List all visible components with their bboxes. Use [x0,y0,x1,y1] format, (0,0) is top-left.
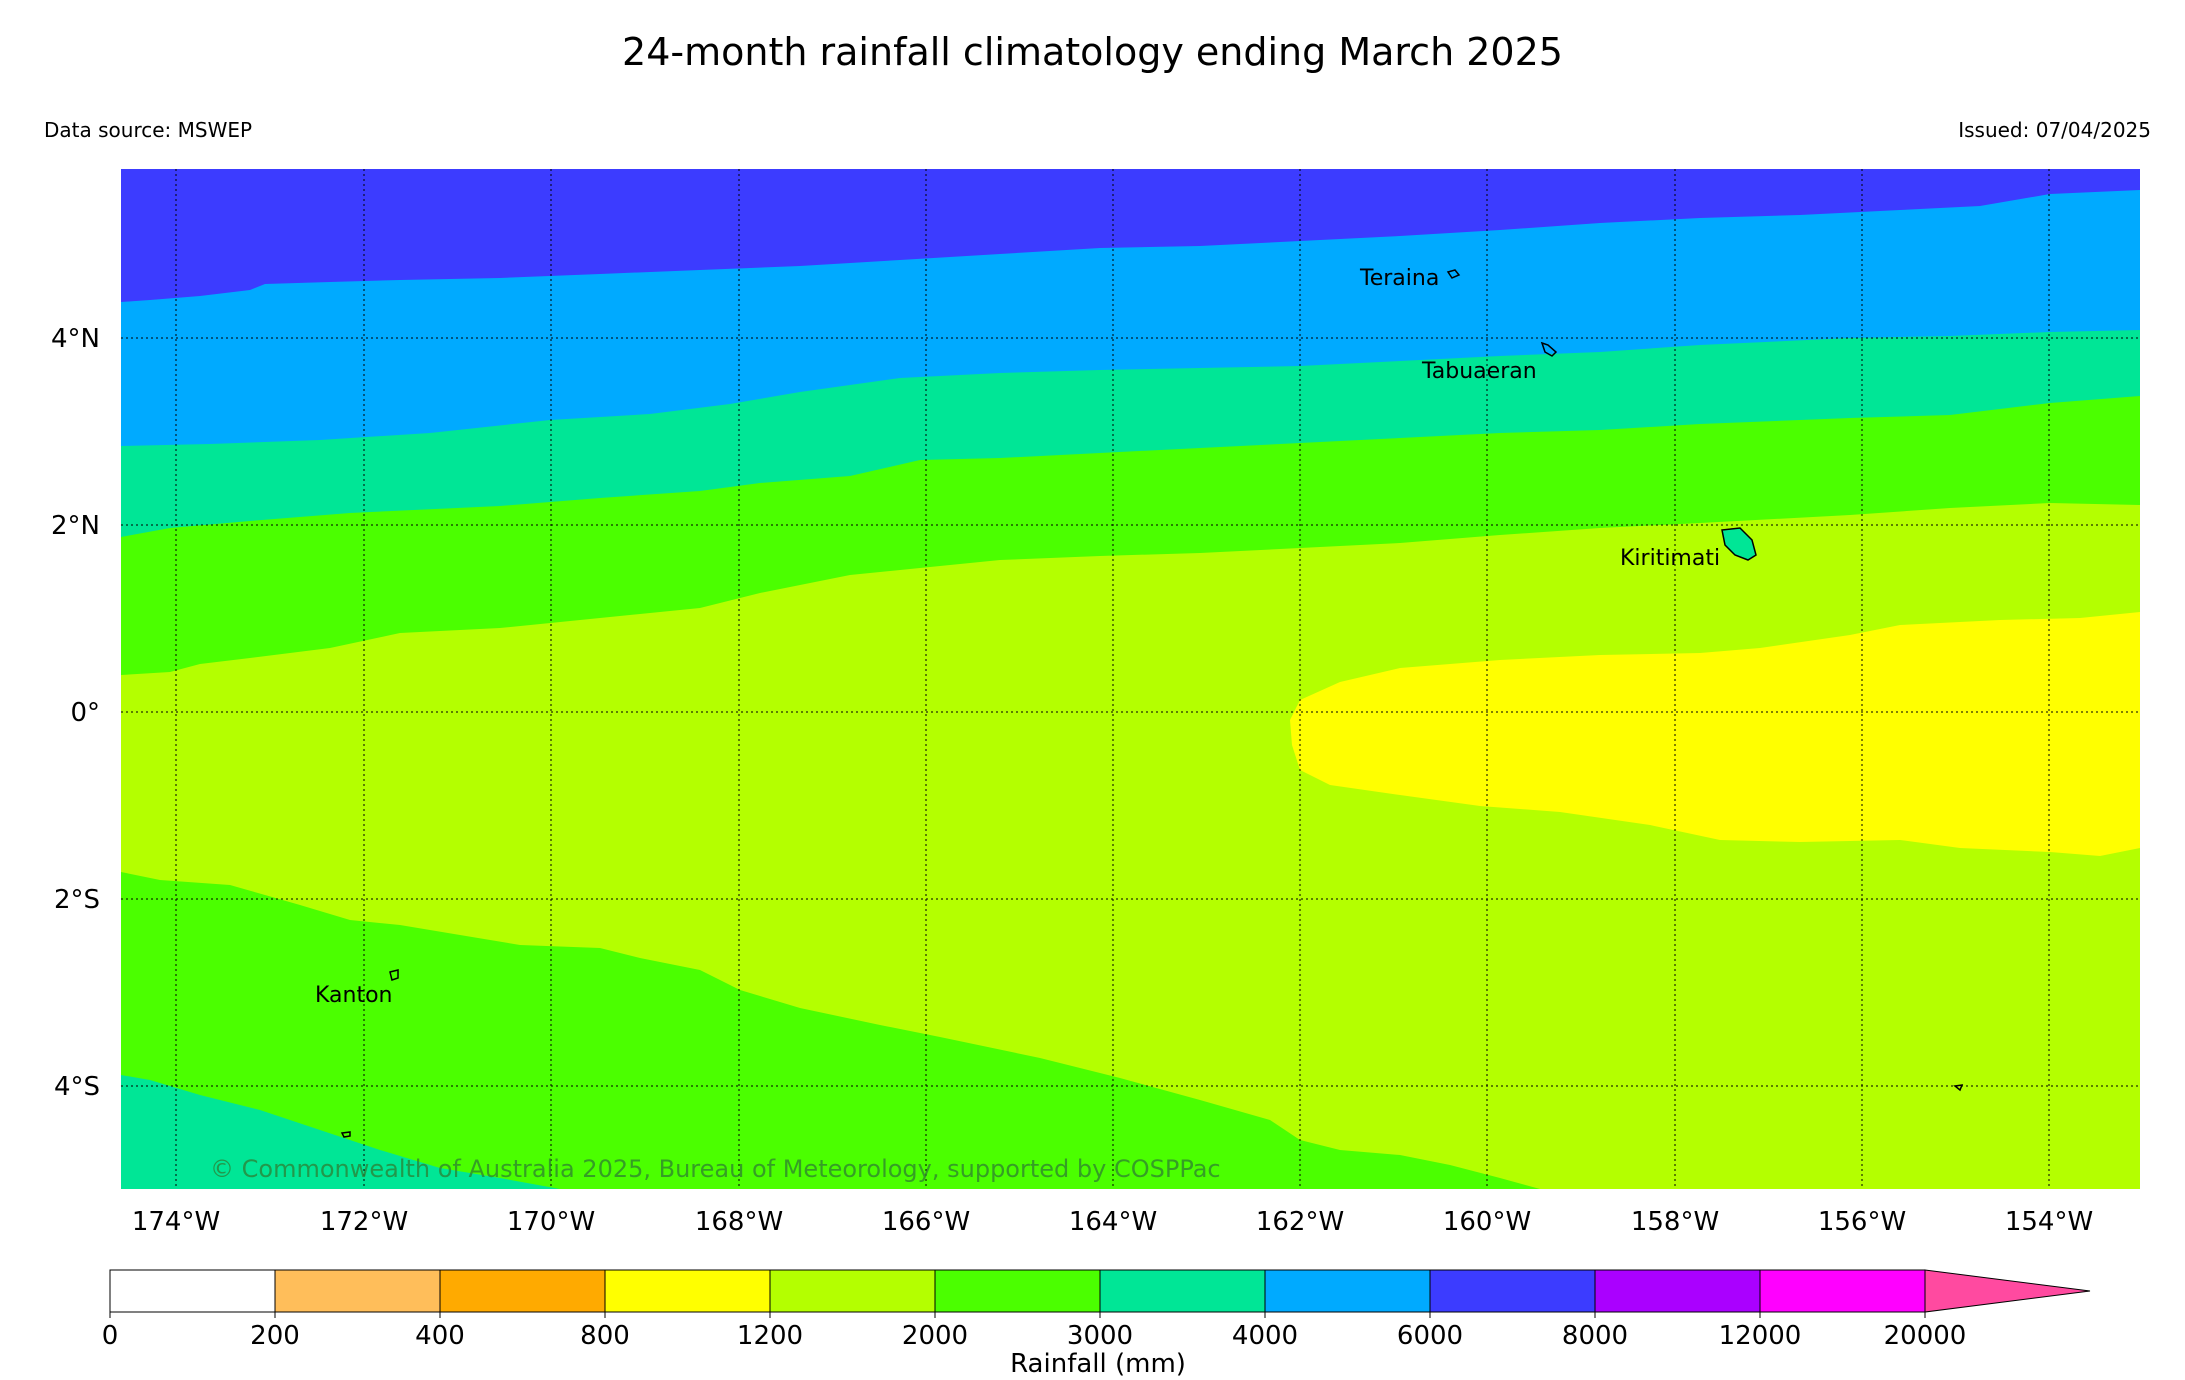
colorbar-segment [274,1269,441,1313]
band-800-1200 [1290,612,2140,856]
colorbar-tick-label: 3000 [1067,1321,1133,1351]
map-gridlines [121,169,2140,1189]
lon-tick-label: 174°W [132,1207,220,1237]
islet-outline-2 [1953,1084,1964,1092]
tabuaeran-island-outline [1540,341,1558,357]
colorbar-segment [109,1269,276,1313]
colorbar-segment [1759,1269,1926,1313]
lat-tick-label: 2°S [54,885,100,915]
lon-tick-label: 162°W [1256,1207,1344,1237]
colorbar-label: Rainfall (mm) [1010,1349,1186,1379]
colorbar-tick-label: 4000 [1232,1321,1298,1351]
colorbar-segment [604,1269,771,1313]
place-label-kanton: Kanton [315,983,393,1008]
copyright-notice: © Commonwealth of Australia 2025, Bureau… [210,1155,1221,1183]
lat-tick-label: 4°S [54,1072,100,1102]
islet-outline-1 [340,1131,351,1138]
colorbar-segment [934,1269,1101,1313]
colorbar-segment [1594,1269,1761,1313]
kiritimati-island-outline [1721,527,1757,561]
band-3000-4000-south [121,1075,560,1189]
lon-tick-label: 168°W [695,1207,783,1237]
colorbar-tick-label: 800 [580,1321,630,1351]
colorbar-tick-label: 0 [102,1321,119,1351]
colorbar-tick-labels: 0 200 400 800 1200 2000 3000 4000 6000 8000 12000 2… [102,1321,1967,1351]
data-source-label: Data source: MSWEP [44,118,253,142]
lon-tick-label: 158°W [1631,1207,1719,1237]
longitude-tick-labels: 174°W 172°W 170°W 168°W 166°W 164°W 162°… [132,1207,2093,1237]
colorbar-tick-label: 8000 [1562,1321,1628,1351]
colorbar-segment [1264,1269,1431,1313]
colorbar-segment [1099,1269,1266,1313]
colorbar-segment [1429,1269,1596,1313]
lon-tick-label: 156°W [1818,1207,1906,1237]
colorbar-segment [769,1269,936,1313]
lon-tick-label: 166°W [882,1207,970,1237]
latitude-tick-labels: 4°N 2°N 0° 2°S 4°S [51,324,100,1102]
lat-tick-label: 4°N [51,324,100,354]
lat-tick-label: 2°N [51,511,100,541]
colorbar-tick-label: 1200 [737,1321,803,1351]
lon-tick-label: 154°W [2005,1207,2093,1237]
lon-tick-label: 172°W [320,1207,408,1237]
rainfall-colorbar [109,1269,2091,1318]
issued-date-label: Issued: 07/04/2025 [1958,118,2151,142]
band-6000-8000 [121,169,2140,302]
teraina-island-outline [1446,269,1461,279]
map-title: 24-month rainfall climatology ending Mar… [622,30,1563,74]
place-label-teraina: Teraina [1359,266,1439,291]
colorbar-tick-label: 2000 [902,1321,968,1351]
place-label-kiritimati: Kiritimati [1620,546,1720,571]
island-outlines [340,269,1964,1138]
colorbar-tick-label: 20000 [1884,1321,1967,1351]
colorbar-tick-label: 200 [250,1321,300,1351]
rainfall-contour-field [121,169,2140,1189]
kanton-island-outline [389,969,399,981]
place-label-tabuaeran: Tabuaeran [1421,359,1537,384]
colorbar-tick-label: 12000 [1719,1321,1802,1351]
colorbar-tick-label: 400 [415,1321,465,1351]
lat-tick-label: 0° [70,698,100,728]
colorbar-tick-label: 6000 [1397,1321,1463,1351]
lon-tick-label: 164°W [1069,1207,1157,1237]
lon-tick-label: 170°W [507,1207,595,1237]
lon-tick-label: 160°W [1443,1207,1531,1237]
colorbar-extend-arrow [1924,1269,2091,1313]
band-2000-3000-south [121,872,1540,1189]
colorbar-segment [439,1269,606,1313]
